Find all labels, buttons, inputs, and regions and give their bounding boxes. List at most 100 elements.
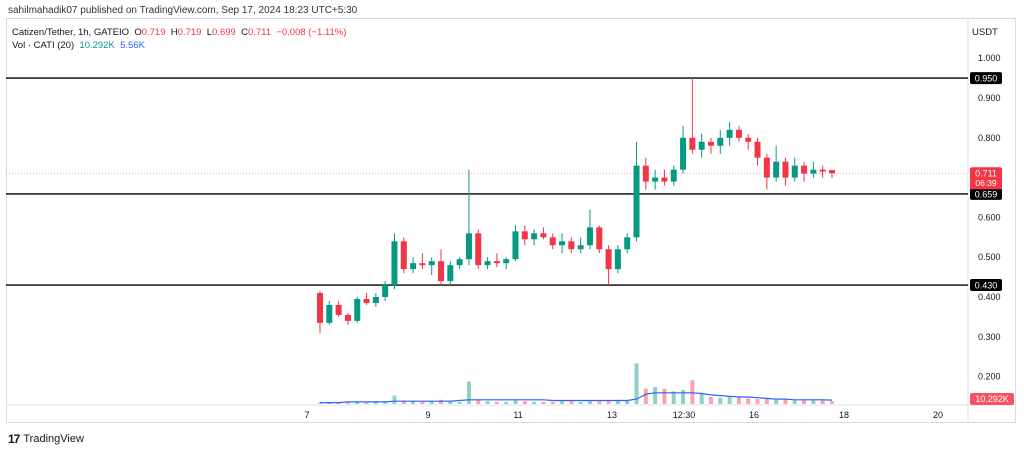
volume-bar bbox=[615, 399, 620, 404]
volume-bar bbox=[625, 400, 630, 404]
volume-bar bbox=[504, 401, 509, 404]
y-tick-label: 0.400 bbox=[978, 292, 1001, 302]
high-label: H bbox=[170, 27, 178, 38]
currency-label[interactable]: USDT bbox=[972, 27, 998, 38]
published-caption: sahilmahadik07 published on TradingView.… bbox=[8, 5, 358, 16]
candle-body bbox=[410, 263, 417, 270]
candle-body bbox=[763, 157, 770, 178]
volume-label: Vol · CATI (20) bbox=[12, 40, 75, 51]
volume-badge-label: 10.292K bbox=[975, 394, 1009, 404]
volume-bar bbox=[345, 402, 350, 404]
tradingview-brand: 17 TradingView bbox=[8, 432, 84, 446]
candle-body bbox=[559, 241, 566, 246]
candle-body bbox=[680, 137, 687, 170]
candle-body bbox=[391, 241, 398, 286]
x-tick-label: 12:30 bbox=[673, 410, 696, 420]
candle-body bbox=[521, 231, 528, 240]
volume-bar bbox=[783, 399, 788, 404]
y-tick-label: 0.500 bbox=[978, 252, 1001, 262]
candle-body bbox=[372, 297, 379, 303]
candle-body bbox=[745, 137, 752, 142]
open-label: O bbox=[134, 27, 142, 38]
brand-text: TradingView bbox=[23, 433, 84, 445]
candle-body bbox=[652, 177, 659, 182]
volume-bar bbox=[364, 402, 369, 404]
candle-body bbox=[605, 249, 612, 270]
candle-body bbox=[484, 261, 491, 266]
volume-value: 10.292K bbox=[79, 40, 115, 51]
candle-body bbox=[624, 237, 631, 250]
volume-legend: Vol · CATI (20) 10.292K 5.56K bbox=[12, 40, 145, 51]
candle-body bbox=[447, 265, 454, 282]
volume-bar bbox=[597, 401, 602, 404]
volume-bar bbox=[513, 400, 518, 404]
candle-body bbox=[698, 141, 705, 150]
volume-bar bbox=[746, 398, 751, 404]
candle-body bbox=[456, 259, 463, 266]
volume-bar bbox=[736, 397, 741, 404]
volume-bar bbox=[541, 401, 546, 404]
level-badge-label: 0.950 bbox=[975, 74, 998, 84]
volume-bar bbox=[373, 401, 378, 404]
volume-bar bbox=[476, 399, 481, 404]
candle-body bbox=[540, 233, 547, 238]
candle-body bbox=[670, 169, 677, 182]
volume-bar bbox=[550, 401, 555, 404]
candle-body bbox=[735, 129, 742, 138]
volume-bar bbox=[420, 401, 425, 404]
y-tick-label: 1.000 bbox=[978, 53, 1001, 63]
volume-bar bbox=[392, 395, 397, 404]
y-tick-label: 0.800 bbox=[978, 133, 1001, 143]
volume-bar bbox=[820, 400, 825, 404]
candle-body bbox=[726, 129, 733, 138]
x-tick-label: 16 bbox=[749, 410, 759, 420]
volume-bar bbox=[708, 397, 713, 404]
candle-body bbox=[438, 261, 445, 282]
candle-body bbox=[428, 261, 435, 266]
level-badge bbox=[970, 72, 1002, 85]
volume-bar bbox=[560, 401, 565, 404]
y-tick-label: 0.900 bbox=[978, 93, 1001, 103]
candle-body bbox=[354, 298, 361, 321]
candle-body bbox=[382, 285, 389, 297]
volume-bar bbox=[532, 401, 537, 404]
volume-bar bbox=[383, 401, 388, 404]
volume-bar bbox=[411, 401, 416, 404]
volume-bar bbox=[671, 391, 676, 404]
candle-body bbox=[596, 227, 603, 250]
volume-bar bbox=[578, 401, 583, 404]
volume-bar bbox=[429, 401, 434, 404]
volume-bar bbox=[727, 396, 732, 404]
volume-bar bbox=[792, 400, 797, 404]
candle-body bbox=[326, 304, 333, 323]
open-value: 0.719 bbox=[141, 27, 166, 38]
candle-body bbox=[829, 170, 835, 174]
x-tick-label: 7 bbox=[304, 410, 309, 420]
volume-badge bbox=[970, 393, 1014, 405]
high-value: 0.719 bbox=[177, 27, 202, 38]
level-badge bbox=[970, 187, 1002, 200]
volume-bar bbox=[699, 393, 704, 404]
volume-bar bbox=[662, 388, 667, 404]
volume-bar bbox=[569, 401, 574, 404]
tradingview-logo-icon: 17 bbox=[8, 432, 20, 446]
y-tick-label: 0.300 bbox=[978, 332, 1001, 342]
candle-body bbox=[754, 141, 761, 158]
candle-body bbox=[400, 241, 407, 270]
volume-ma-line bbox=[320, 392, 833, 404]
x-tick-label: 13 bbox=[607, 410, 617, 420]
x-tick-label: 11 bbox=[513, 410, 522, 420]
last-price-badge bbox=[970, 167, 1002, 190]
change-text: −0.008 (−1.11%) bbox=[276, 27, 347, 38]
candle-body bbox=[782, 161, 789, 178]
candle-body bbox=[819, 169, 826, 172]
candle-body bbox=[773, 161, 780, 178]
candle-body bbox=[531, 233, 538, 240]
y-tick-label: 0.200 bbox=[978, 372, 1001, 382]
last-price-label: 0.711 bbox=[975, 169, 997, 179]
volume-bar bbox=[401, 400, 406, 404]
x-tick-label: 20 bbox=[933, 410, 943, 420]
candle-body bbox=[577, 245, 584, 250]
candle-body bbox=[801, 165, 808, 174]
